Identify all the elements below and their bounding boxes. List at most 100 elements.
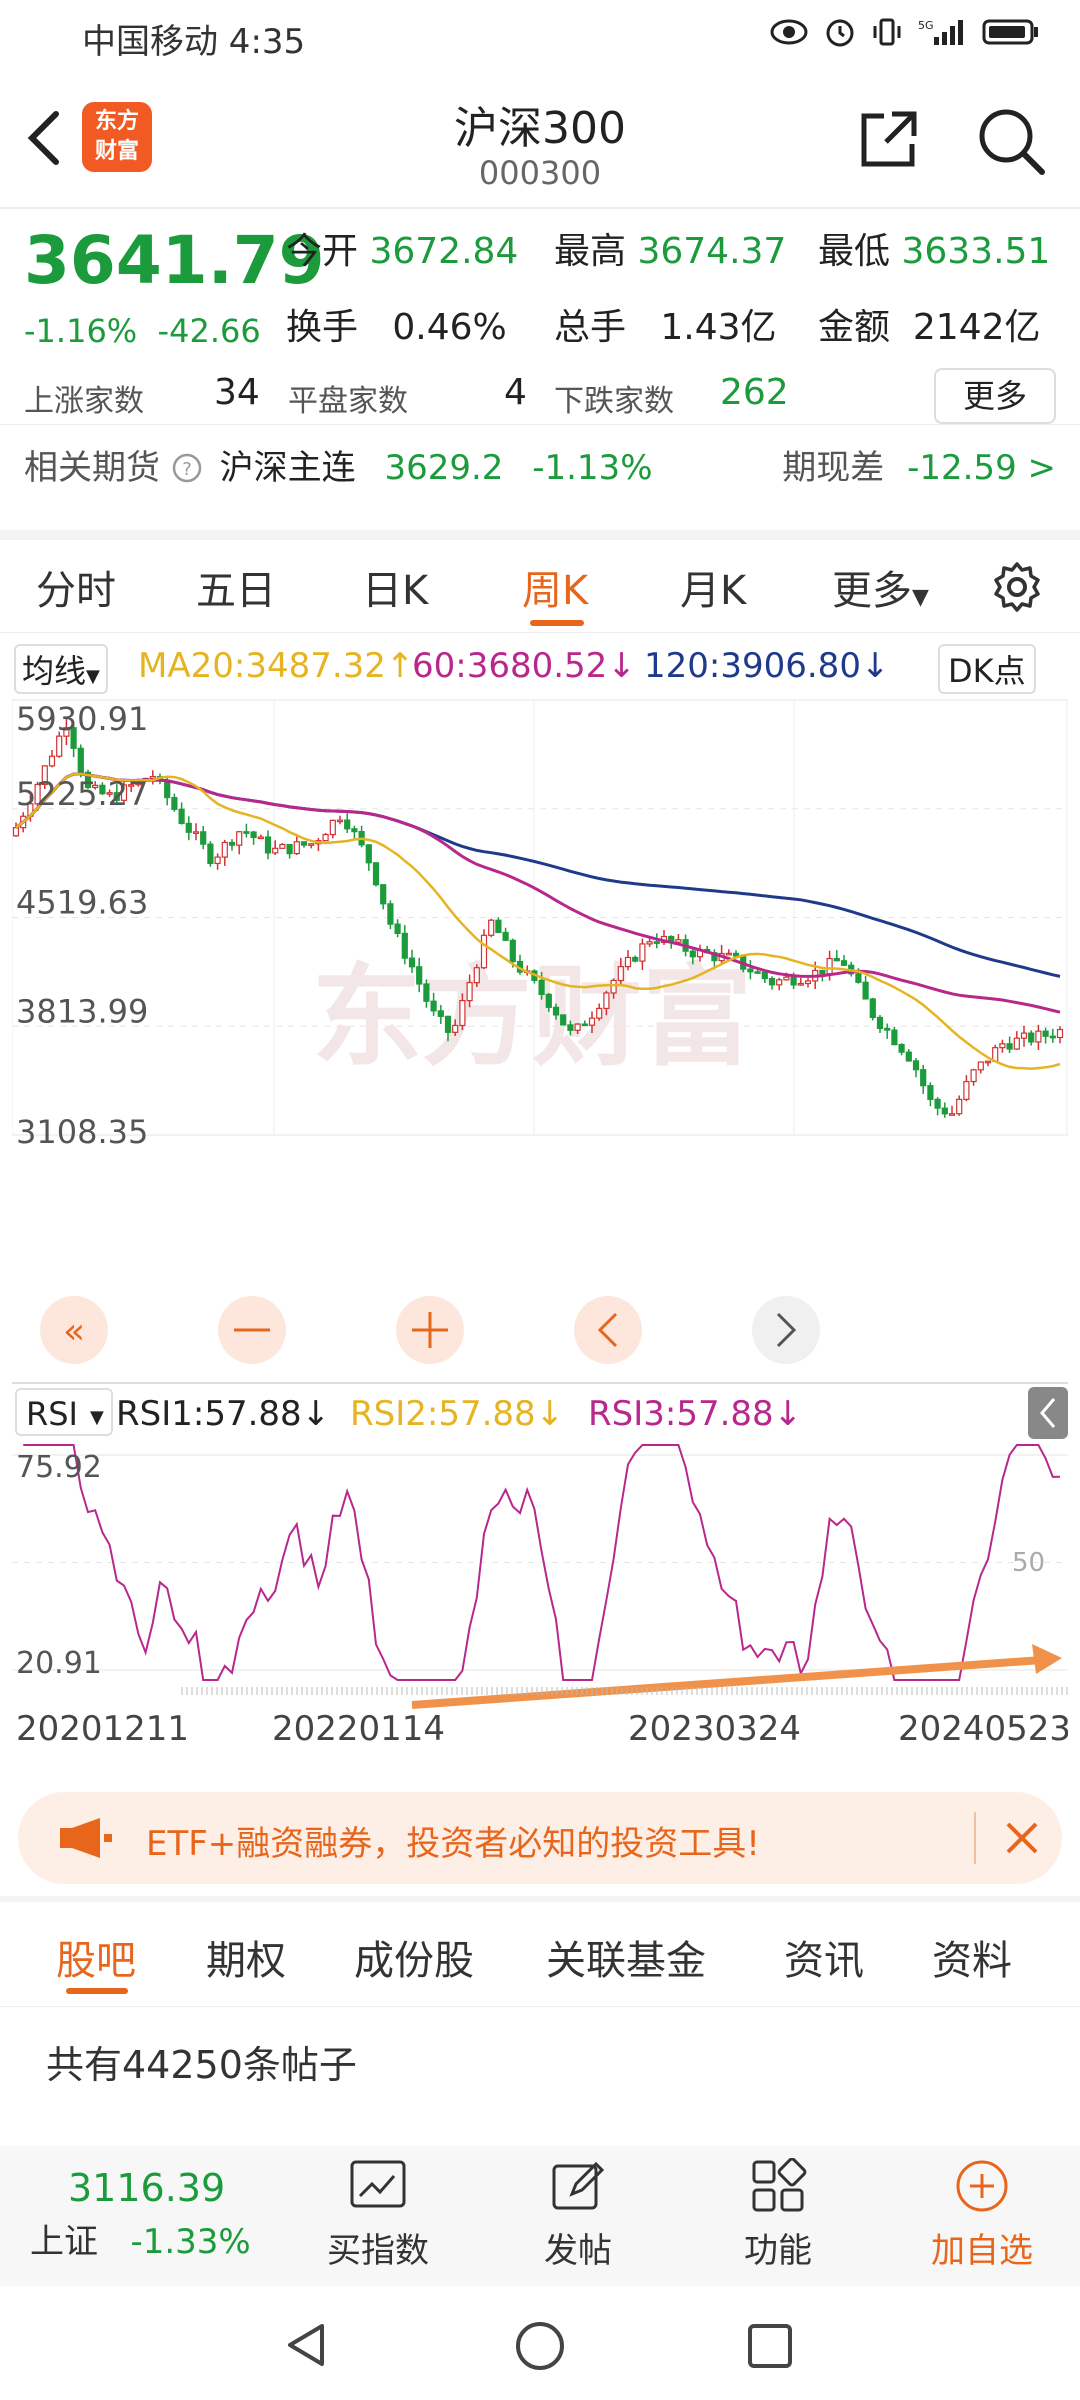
rsi-selector[interactable]: [15, 1388, 113, 1436]
y-label: 5225.27: [16, 775, 148, 813]
turnover-label: 换手: [286, 307, 359, 348]
tab-guba[interactable]: 股吧: [56, 1938, 136, 1984]
status-icons: 5G: [770, 16, 1040, 48]
collapse-panel-button[interactable]: [1028, 1387, 1068, 1439]
candle-body: [459, 999, 466, 1027]
rsi-y-min: 20.91: [16, 1646, 102, 1681]
main-grid: [12, 699, 1068, 1136]
candle-body: [855, 973, 862, 983]
candle-body: [63, 727, 70, 737]
candle-body: [380, 884, 387, 905]
home-circle-icon[interactable]: [514, 2320, 566, 2372]
futures-row[interactable]: 相关期货 ? 沪深主连 3629.2 -1.13% 期现差 -12.59 >: [24, 440, 1056, 489]
candle-body: [624, 956, 632, 968]
recents-square-icon[interactable]: [746, 2322, 794, 2370]
tab-daily-k[interactable]: 日K: [362, 568, 429, 614]
kline-chart[interactable]: 东方财富 5930.915225.274519.633813.993108.35…: [12, 695, 1068, 1775]
candle-body: [912, 1060, 920, 1071]
open-label: 今开: [286, 231, 359, 272]
candle-body: [588, 1017, 596, 1026]
open-value: 3672.84: [369, 231, 519, 272]
help-icon[interactable]: ?: [171, 452, 203, 484]
tab-news[interactable]: 资讯: [784, 1938, 864, 1984]
candle-body: [833, 957, 840, 962]
candle-body: [113, 792, 120, 801]
candle-body: [178, 808, 185, 824]
trend-arrow: [411, 1656, 1043, 1709]
tab-weekly-k[interactable]: 周K: [522, 568, 589, 614]
shanghai-index[interactable]: 3116.39 上证 -1.33%: [30, 2166, 290, 2263]
candle-body: [452, 1024, 459, 1033]
candle-body: [272, 847, 279, 854]
futures-price: 3629.2: [384, 448, 504, 488]
candle-body: [99, 784, 106, 795]
back-button[interactable]: [24, 108, 64, 183]
candle-body: [732, 952, 740, 957]
candle-body: [999, 1043, 1006, 1049]
stock-code: 000300: [478, 154, 602, 192]
candle-body: [372, 862, 380, 886]
ma-legend: 均线▼ MA20:3487.32↑ 60:3680.52↓ 120:3906.8…: [0, 640, 1080, 694]
settings-icon[interactable]: [990, 560, 1044, 614]
candle-body: [408, 957, 416, 968]
candle-body: [92, 784, 99, 789]
candle-body: [754, 971, 761, 974]
tab-intraday[interactable]: 分时: [36, 568, 116, 614]
tab-more[interactable]: 更多▼: [832, 558, 929, 616]
promo-banner[interactable]: ETF+融资融券，投资者必知的投资工具!: [18, 1792, 1062, 1884]
candle-body: [603, 992, 610, 1010]
share-icon[interactable]: [858, 108, 920, 170]
low-label: 最低: [818, 231, 891, 272]
candle-body: [228, 841, 236, 846]
tab-profile[interactable]: 资料: [932, 1938, 1012, 1984]
jump-start-button[interactable]: [40, 1296, 108, 1364]
ma60-line: [15, 772, 1061, 1014]
amount-value: 2142亿: [912, 307, 1041, 348]
tab-related-funds[interactable]: 关联基金: [546, 1938, 706, 1984]
candle-body: [617, 966, 624, 982]
candle-body: [444, 1015, 452, 1033]
candle-body: [495, 919, 502, 934]
active-tab-indicator: [530, 620, 584, 626]
tab-more-label: 更多: [832, 568, 912, 614]
candle-body: [869, 998, 876, 1019]
tab-five-day[interactable]: 五日: [196, 568, 276, 614]
add-watchlist-button[interactable]: 加自选: [912, 2158, 1052, 2272]
search-icon[interactable]: [976, 106, 1046, 176]
buy-index-button[interactable]: 买指数: [318, 2158, 438, 2272]
candle-body: [747, 968, 754, 973]
tab-monthly-k[interactable]: 月K: [680, 568, 747, 614]
ma20-value: MA20:3487.32↑: [138, 646, 415, 686]
post-button[interactable]: 发帖: [518, 2158, 638, 2272]
tab-options[interactable]: 期权: [206, 1938, 286, 1984]
candle-body: [552, 1006, 560, 1016]
back-triangle-icon[interactable]: [282, 2320, 332, 2370]
dk-point-button[interactable]: DK点: [938, 644, 1036, 694]
pan-left-button[interactable]: [574, 1296, 642, 1364]
ma-selector[interactable]: 均线▼: [14, 644, 108, 694]
tab-constituents[interactable]: 成份股: [354, 1938, 474, 1984]
candle-body: [502, 931, 509, 941]
candle-body: [394, 923, 401, 934]
edit-icon: [552, 2161, 605, 2210]
pan-right-button[interactable]: [752, 1296, 820, 1364]
more-stats-button[interactable]: 更多: [934, 368, 1056, 424]
carrier-time: 中国移动 4:35: [82, 22, 306, 62]
banner-text: ETF+融资融券，投资者必知的投资工具!: [146, 1824, 760, 1864]
signal-5g-icon: 5G: [918, 19, 963, 45]
candle-body: [538, 979, 545, 996]
candle-body: [387, 903, 394, 925]
amount-label: 金额: [818, 307, 891, 348]
volume-value: 1.43亿: [660, 307, 777, 348]
candle-body: [876, 1016, 884, 1029]
y-label: 4519.63: [16, 884, 148, 922]
candle-body: [200, 831, 207, 845]
ma60-value: 60:3680.52↓: [412, 646, 636, 686]
back-arrow-icon: [27, 111, 59, 165]
chevron-left-icon: [597, 1312, 618, 1348]
rsi2-value: RSI2:57.88↓: [350, 1394, 564, 1434]
x-label-1: 20201211: [16, 1709, 189, 1749]
functions-button[interactable]: 功能: [718, 2157, 838, 2272]
close-icon[interactable]: [1004, 1820, 1040, 1856]
candle-body: [905, 1051, 912, 1062]
